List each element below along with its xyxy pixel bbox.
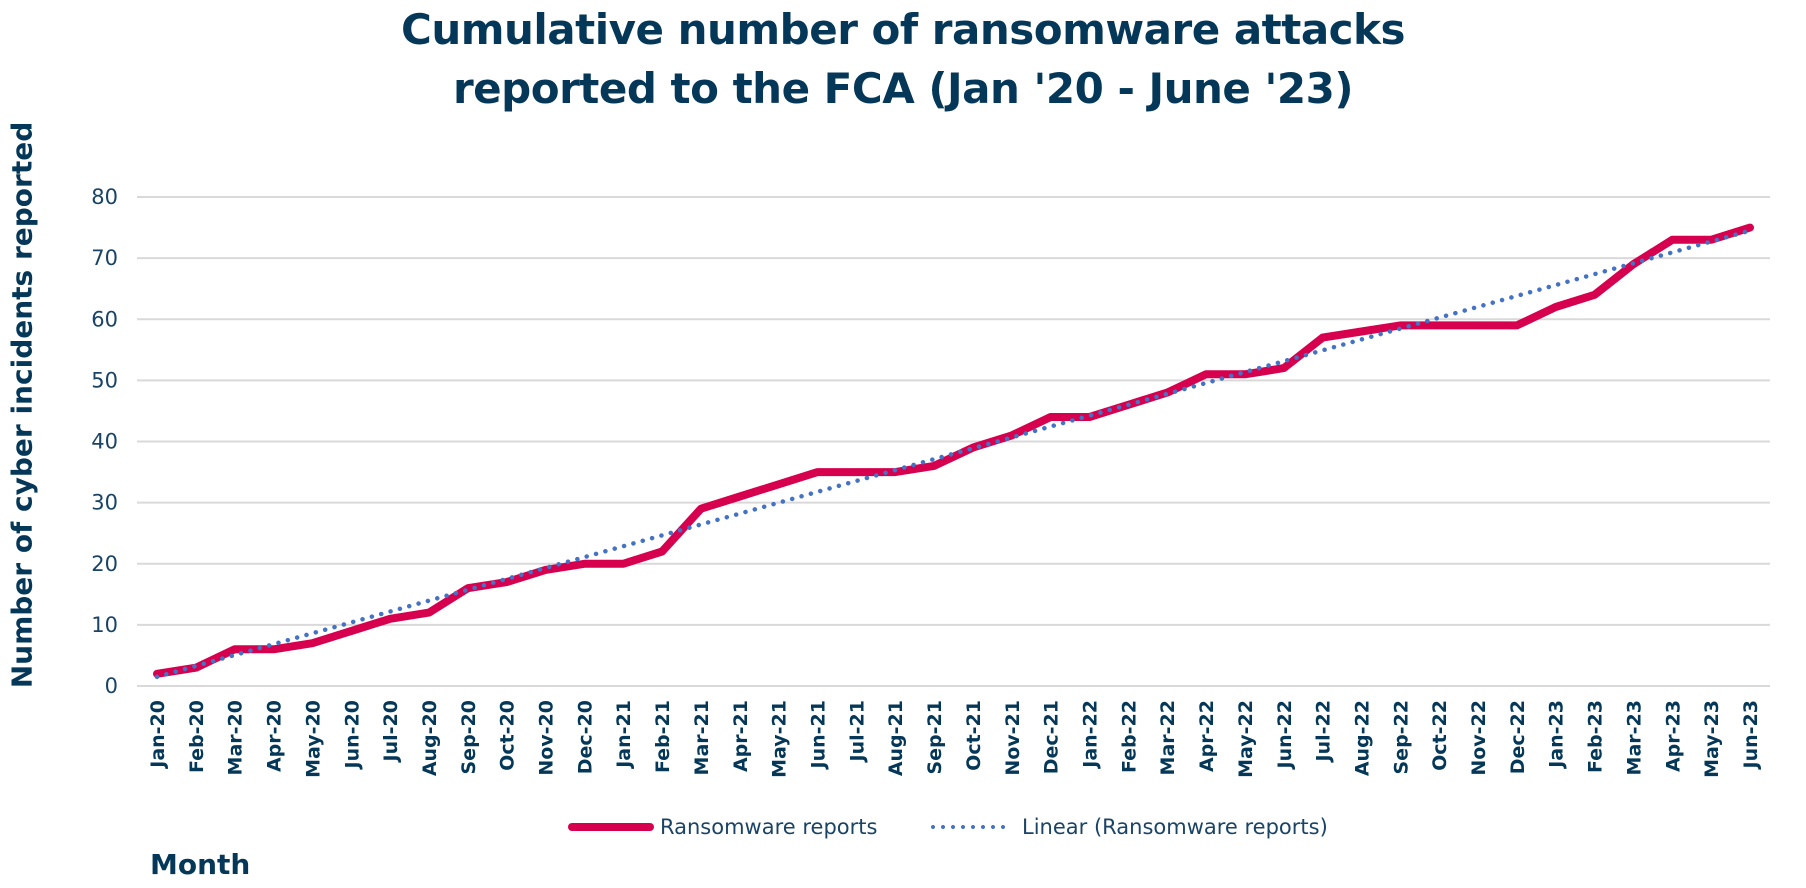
x-tick-label: May-21 bbox=[769, 700, 791, 778]
chart-title-line-1: Cumulative number of ransomware attacks bbox=[401, 5, 1405, 54]
x-tick-label: Apr-21 bbox=[730, 700, 752, 772]
y-tick-label: 70 bbox=[91, 246, 118, 270]
x-tick-label: Feb-20 bbox=[186, 700, 208, 773]
y-tick-label: 60 bbox=[91, 307, 118, 331]
x-tick-label: May-20 bbox=[302, 700, 324, 778]
x-tick-label: Jul-21 bbox=[846, 700, 868, 763]
x-tick-label: Jan-21 bbox=[613, 700, 635, 770]
y-tick-label: 0 bbox=[105, 674, 118, 698]
x-tick-label: Dec-22 bbox=[1507, 700, 1529, 774]
x-tick-label: Jul-20 bbox=[380, 700, 402, 763]
x-tick-label: Feb-22 bbox=[1118, 700, 1140, 773]
y-tick-label: 80 bbox=[91, 185, 118, 209]
x-tick-label: Nov-20 bbox=[536, 700, 558, 776]
dotted-line-swatch-icon bbox=[928, 825, 1010, 829]
y-tick-label: 10 bbox=[91, 613, 118, 637]
x-tick-label: Aug-22 bbox=[1351, 700, 1373, 776]
x-tick-label: Mar-21 bbox=[691, 700, 713, 775]
x-tick-label: Jun-22 bbox=[1274, 700, 1296, 770]
legend: Ransomware reports Linear (Ransomware re… bbox=[0, 812, 1806, 842]
x-tick-label: Oct-22 bbox=[1429, 700, 1451, 771]
y-tick-label: 20 bbox=[91, 552, 118, 576]
x-tick-label: Jan-23 bbox=[1546, 700, 1568, 770]
x-tick-label: Apr-22 bbox=[1196, 700, 1218, 772]
x-tick-label: Apr-20 bbox=[264, 700, 286, 772]
legend-label: Linear (Ransomware reports) bbox=[1022, 815, 1328, 839]
x-tick-label: Feb-23 bbox=[1585, 700, 1607, 773]
y-tick-label: 30 bbox=[91, 491, 118, 515]
x-tick-label: Oct-21 bbox=[963, 700, 985, 771]
x-tick-label: Oct-20 bbox=[497, 700, 519, 771]
x-tick-label: Jan-22 bbox=[1079, 700, 1101, 770]
x-tick-label: Dec-20 bbox=[574, 700, 596, 774]
x-tick-label: Sep-21 bbox=[924, 700, 946, 775]
y-tick-label: 40 bbox=[91, 430, 118, 454]
x-tick-label: May-22 bbox=[1235, 700, 1257, 778]
x-axis-ticks: Jan-20 Feb-20 Mar-20 Apr-20 May-20 Jun-20 Jul-… bbox=[147, 700, 1762, 778]
x-axis-title: Month bbox=[150, 848, 251, 881]
x-tick-label: Dec-21 bbox=[1041, 700, 1063, 774]
x-tick-label: Sep-20 bbox=[458, 700, 480, 775]
x-tick-label: Jun-21 bbox=[808, 700, 830, 770]
chart-title: Cumulative number of ransomware attacks … bbox=[0, 0, 1806, 118]
x-tick-label: Feb-21 bbox=[652, 700, 674, 773]
gridlines bbox=[137, 196, 1770, 687]
legend-item-ransomware-reports: Ransomware reports bbox=[568, 812, 877, 842]
chart-title-line-2: reported to the FCA (Jan '20 - June '23) bbox=[452, 64, 1354, 113]
x-tick-label: Jan-20 bbox=[147, 700, 169, 770]
ransomware-reports-line bbox=[153, 223, 1754, 678]
x-tick-label: Apr-23 bbox=[1662, 700, 1684, 772]
x-tick-label: Mar-20 bbox=[225, 700, 247, 775]
x-tick-label: Mar-22 bbox=[1157, 700, 1179, 775]
x-tick-label: Aug-21 bbox=[885, 700, 907, 776]
x-tick-label: Nov-22 bbox=[1468, 700, 1490, 776]
x-tick-label: May-23 bbox=[1701, 700, 1723, 778]
y-tick-label: 50 bbox=[91, 368, 118, 392]
y-axis-ticks: 0 10 20 30 40 50 60 70 80 bbox=[91, 185, 118, 698]
x-tick-label: Jul-22 bbox=[1313, 700, 1335, 763]
x-tick-label: Nov-21 bbox=[1002, 700, 1024, 776]
linear-trendline bbox=[154, 228, 1753, 680]
x-tick-label: Mar-23 bbox=[1623, 700, 1645, 775]
x-tick-label: Jun-20 bbox=[341, 700, 363, 770]
x-tick-label: Aug-20 bbox=[419, 700, 441, 776]
x-tick-label: Sep-22 bbox=[1390, 700, 1412, 775]
legend-item-linear-trend: Linear (Ransomware reports) bbox=[928, 812, 1328, 842]
x-tick-label: Jun-23 bbox=[1740, 700, 1762, 770]
legend-label: Ransomware reports bbox=[660, 815, 878, 839]
solid-line-swatch-icon bbox=[568, 823, 654, 831]
